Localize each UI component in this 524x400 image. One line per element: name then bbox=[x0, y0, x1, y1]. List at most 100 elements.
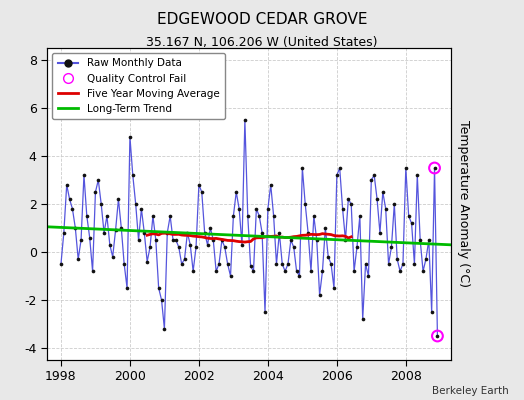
Point bbox=[364, 273, 373, 279]
Point bbox=[407, 220, 416, 226]
Point bbox=[433, 333, 442, 339]
Point bbox=[385, 261, 393, 267]
Point bbox=[350, 268, 358, 274]
Point bbox=[249, 268, 258, 274]
Point bbox=[71, 225, 80, 231]
Point bbox=[335, 165, 344, 171]
Point bbox=[114, 196, 123, 202]
Point bbox=[356, 213, 364, 219]
Point bbox=[117, 225, 125, 231]
Point bbox=[315, 292, 324, 298]
Point bbox=[321, 225, 330, 231]
Point bbox=[304, 230, 312, 236]
Point bbox=[246, 263, 255, 270]
Point bbox=[244, 213, 252, 219]
Point bbox=[178, 261, 186, 267]
Point bbox=[307, 268, 315, 274]
Point bbox=[77, 237, 85, 243]
Point bbox=[272, 261, 281, 267]
Point bbox=[123, 285, 131, 291]
Point bbox=[112, 227, 120, 234]
Point bbox=[229, 213, 237, 219]
Point bbox=[103, 213, 111, 219]
Point bbox=[290, 244, 298, 250]
Point bbox=[235, 206, 243, 212]
Point bbox=[192, 244, 200, 250]
Point bbox=[163, 230, 171, 236]
Point bbox=[146, 244, 154, 250]
Point bbox=[155, 285, 163, 291]
Point bbox=[215, 261, 223, 267]
Point bbox=[189, 268, 198, 274]
Point bbox=[108, 254, 117, 260]
Point bbox=[94, 177, 103, 183]
Point bbox=[132, 201, 140, 207]
Point bbox=[381, 206, 390, 212]
Point bbox=[390, 201, 399, 207]
Point bbox=[66, 196, 74, 202]
Point bbox=[393, 256, 401, 262]
Point bbox=[376, 230, 384, 236]
Point bbox=[201, 230, 209, 236]
Text: 35.167 N, 106.206 W (United States): 35.167 N, 106.206 W (United States) bbox=[146, 36, 378, 49]
Point bbox=[264, 206, 272, 212]
Point bbox=[209, 237, 217, 243]
Point bbox=[430, 165, 439, 171]
Point bbox=[278, 261, 287, 267]
Point bbox=[195, 182, 203, 188]
Point bbox=[405, 213, 413, 219]
Text: Berkeley Earth: Berkeley Earth bbox=[432, 386, 508, 396]
Point bbox=[212, 268, 220, 274]
Point bbox=[126, 134, 134, 140]
Point bbox=[83, 213, 91, 219]
Point bbox=[333, 172, 341, 178]
Point bbox=[85, 234, 94, 241]
Point bbox=[387, 244, 396, 250]
Point bbox=[74, 256, 82, 262]
Point bbox=[241, 117, 249, 123]
Point bbox=[419, 268, 427, 274]
Point bbox=[296, 273, 304, 279]
Point bbox=[238, 242, 246, 248]
Point bbox=[339, 206, 347, 212]
Point bbox=[410, 261, 419, 267]
Point bbox=[198, 189, 206, 195]
Point bbox=[68, 206, 77, 212]
Point bbox=[255, 213, 264, 219]
Point bbox=[261, 309, 269, 315]
Point bbox=[428, 309, 436, 315]
Point bbox=[151, 237, 160, 243]
Point bbox=[370, 172, 378, 178]
Legend: Raw Monthly Data, Quality Control Fail, Five Year Moving Average, Long-Term Tren: Raw Monthly Data, Quality Control Fail, … bbox=[52, 53, 225, 119]
Point bbox=[206, 225, 214, 231]
Point bbox=[330, 285, 338, 291]
Point bbox=[284, 261, 292, 267]
Point bbox=[275, 230, 283, 236]
Point bbox=[298, 165, 307, 171]
Point bbox=[223, 261, 232, 267]
Point bbox=[120, 261, 128, 267]
Point bbox=[134, 237, 143, 243]
Point bbox=[292, 268, 301, 274]
Point bbox=[267, 182, 275, 188]
Point bbox=[166, 213, 174, 219]
Point bbox=[433, 333, 442, 339]
Point bbox=[416, 237, 424, 243]
Point bbox=[226, 273, 235, 279]
Point bbox=[183, 230, 192, 236]
Point bbox=[169, 237, 177, 243]
Point bbox=[424, 237, 433, 243]
Point bbox=[149, 213, 157, 219]
Point bbox=[341, 237, 350, 243]
Point bbox=[143, 258, 151, 265]
Point bbox=[160, 326, 169, 332]
Point bbox=[157, 297, 166, 303]
Point bbox=[100, 230, 108, 236]
Point bbox=[347, 201, 355, 207]
Point bbox=[128, 172, 137, 178]
Point bbox=[301, 201, 309, 207]
Point bbox=[269, 213, 278, 219]
Point bbox=[106, 242, 114, 248]
Point bbox=[252, 206, 260, 212]
Point bbox=[327, 261, 335, 267]
